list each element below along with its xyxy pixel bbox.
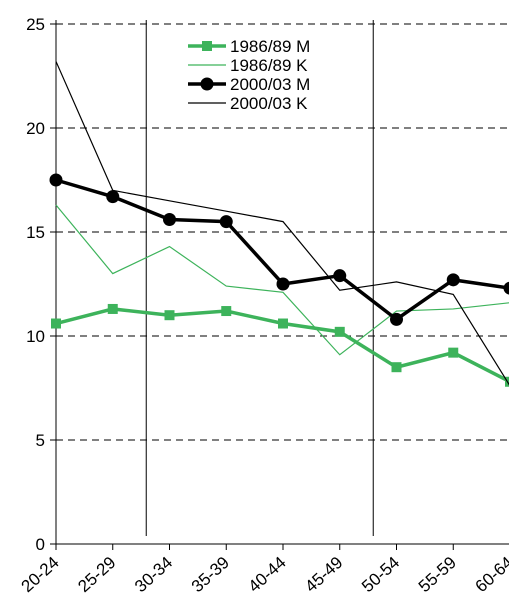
legend-label: 1986/89 M [230,37,310,56]
legend-item: 2000/03 K [188,94,308,113]
data-point [163,213,176,227]
series-line [55,61,509,386]
y-tick-label: 25 [26,15,45,34]
legend-swatch-marker [200,77,214,91]
data-point [334,326,345,337]
x-tick-label: 50-54 [358,553,403,596]
series-line [55,178,509,322]
series-2000-03-m [49,173,509,326]
series-1986-89-m [51,303,509,387]
y-tick-label: 10 [26,327,45,346]
legend-label: 2000/03 K [230,94,308,113]
data-point [503,281,509,295]
legend-label: 1986/89 K [230,56,308,75]
y-tick-label: 0 [36,535,45,554]
legend-label: 2000/03 M [230,75,310,94]
x-tick-label: 25-29 [74,553,119,596]
legend-item: 1986/89 M [188,37,310,56]
data-point [106,190,120,204]
x-tick-label: 45-49 [301,553,346,596]
data-point [391,362,402,373]
series-lines [49,61,509,387]
data-point [107,303,118,314]
data-point [219,215,233,229]
data-point [276,277,290,291]
data-point [446,273,460,287]
data-point [448,347,459,358]
legend-item: 1986/89 K [188,56,308,75]
series-2000-03-k [55,61,509,386]
x-tick-label: 40-44 [245,553,290,596]
data-point [278,318,288,329]
x-tick-label: 20-24 [18,553,63,596]
x-tick-label: 35-39 [188,553,233,596]
data-point [221,306,232,317]
y-tick-label: 5 [36,431,45,450]
x-tick-label: 55-59 [415,553,460,596]
x-tick-label: 30-34 [131,553,176,596]
data-point [49,173,63,187]
grid-lines [56,23,509,441]
series-1986-89-k [55,204,509,356]
x-tick-labels: 20-24 25-29 30-34 35-39 40-44 45-49 50-54 55-59… [18,553,509,596]
data-point [164,310,175,321]
axes [50,20,509,550]
series-line [55,204,509,356]
y-tick-label: 20 [26,119,45,138]
y-tick-labels: 0 5 10 15 20 25 [26,15,45,554]
data-point [51,318,61,329]
y-tick-label: 15 [26,223,45,242]
data-point [333,269,347,283]
legend-swatch-marker [202,41,212,51]
x-tick-label: 60-64 [472,553,509,596]
legend-item: 2000/03 M [188,75,310,94]
data-point [390,312,403,326]
period-separators [145,20,374,536]
